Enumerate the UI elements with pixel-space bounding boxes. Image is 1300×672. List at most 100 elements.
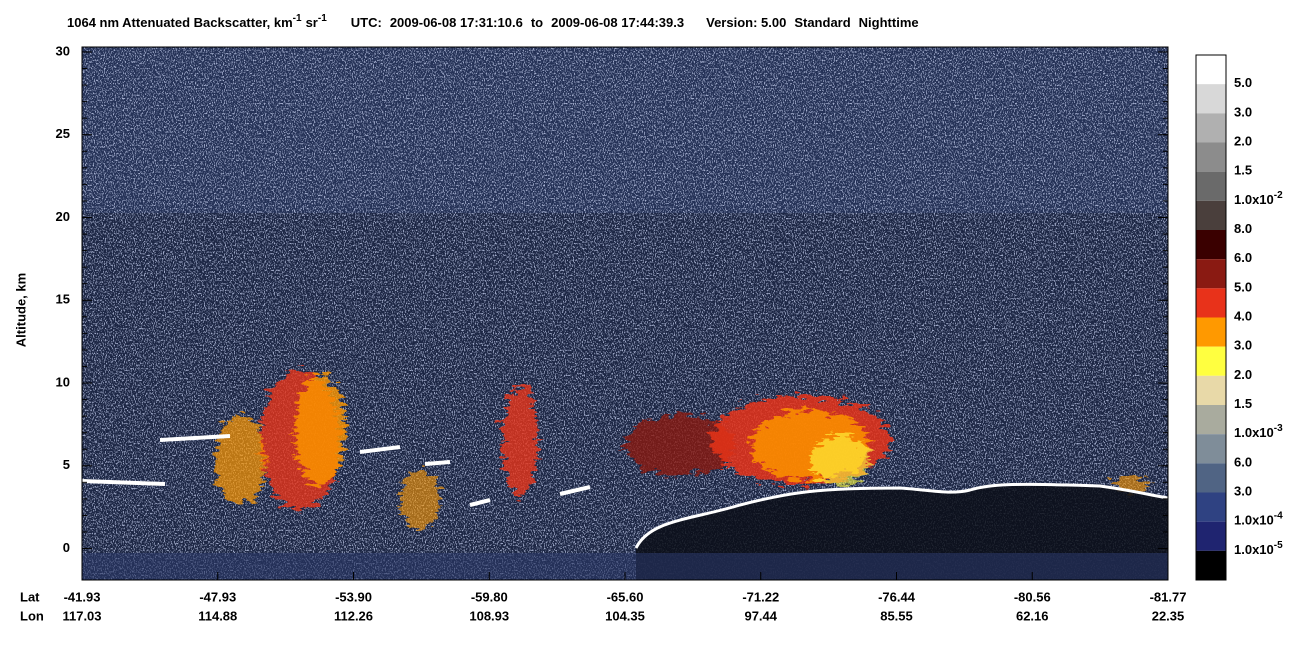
colorbar-label: 3.0 [1234, 105, 1252, 120]
colorbar-label-text: 3.0 [1234, 338, 1252, 353]
title-part: 2009-06-08 17:44:39.3 [551, 15, 684, 30]
title-part: Standard [794, 15, 850, 30]
colorbar-label-text: 8.0 [1234, 221, 1252, 236]
colorbar-label-text: 3.0 [1234, 484, 1252, 499]
colorbar-label-text: 1.0x10 [1234, 513, 1274, 528]
y-tick-label: 5 [63, 457, 70, 472]
colorbar-label: 4.0 [1234, 309, 1252, 324]
colorbar-bin [1196, 142, 1226, 172]
x-tick-lon: 114.88 [198, 608, 237, 623]
colorbar-label-sup: -4 [1274, 510, 1283, 521]
colorbar-label-text: 5.0 [1234, 76, 1252, 91]
x-tick-lon: 97.44 [744, 608, 777, 623]
title-part: Version: 5.00 [706, 15, 786, 30]
colorbar-label: 6.0 [1234, 251, 1252, 266]
x-row-label: Lon [20, 608, 44, 623]
colorbar-label-text: 2.0 [1234, 367, 1252, 382]
colorbar-label: 1.0x10-3 [1234, 423, 1283, 441]
plot-area [82, 47, 1168, 580]
title-part: Nighttime [859, 15, 919, 30]
y-tick-label: 0 [63, 540, 70, 555]
colorbar-label: 1.0x10-2 [1234, 189, 1283, 207]
x-tick-lon: 112.26 [334, 608, 373, 623]
x-tick-lat: -76.44 [878, 589, 916, 604]
x-tick-lon: 22.35 [1152, 608, 1185, 623]
colorbar-bin [1196, 171, 1226, 201]
colorbar-label-text: 5.0 [1234, 280, 1252, 295]
colorbar-bin [1196, 259, 1226, 289]
colorbar-bin [1196, 288, 1226, 318]
colorbar-bin [1196, 550, 1226, 580]
colorbar-bin [1196, 200, 1226, 230]
title-part: -1 [293, 13, 302, 24]
colorbar-label: 5.0 [1234, 280, 1252, 295]
colorbar-bin [1196, 317, 1226, 347]
colorbar-label: 6.0 [1234, 455, 1252, 470]
title-part: sr [306, 15, 318, 30]
colorbar-bin [1196, 230, 1226, 260]
colorbar-label-text: 2.0 [1234, 134, 1252, 149]
cloud-layer [215, 370, 1150, 530]
title-part: 2009-06-08 17:31:10.6 [390, 15, 523, 30]
title-part: to [531, 15, 543, 30]
x-tick-lat: -80.56 [1014, 589, 1051, 604]
x-tick-lat: -71.22 [742, 589, 779, 604]
colorbar-label: 2.0 [1234, 367, 1252, 382]
colorbar-label: 8.0 [1234, 221, 1252, 236]
y-axis-label: Altitude, km [13, 273, 28, 347]
colorbar-label-text: 4.0 [1234, 309, 1252, 324]
colorbar-label-text: 1.0x10 [1234, 426, 1274, 441]
x-tick-lat: -59.80 [471, 589, 508, 604]
x-tick-lon: 108.93 [469, 608, 509, 623]
colorbar-label-sup: -5 [1274, 539, 1283, 550]
colorbar-label: 1.5 [1234, 396, 1252, 411]
colorbar-label-text: 6.0 [1234, 251, 1252, 266]
chart-title: 1064 nm Attenuated Backscatter, km-1 sr-1… [67, 13, 919, 31]
colorbar-bin [1196, 434, 1226, 464]
x-tick-lat: -65.60 [607, 589, 644, 604]
colorbar-bin [1196, 463, 1226, 493]
colorbar-bin [1196, 405, 1226, 435]
x-tick-lon: 117.03 [62, 608, 101, 623]
colorbar-bin [1196, 375, 1226, 405]
y-tick-label: 20 [56, 209, 70, 224]
colorbar-frame [1195, 54, 1227, 581]
x-tick-lat: -81.77 [1150, 589, 1187, 604]
colorbar-bin [1196, 55, 1226, 85]
colorbar-label: 2.0 [1234, 134, 1252, 149]
title-part: UTC: [351, 15, 382, 30]
surface-return [634, 482, 1168, 549]
x-tick-lat: -41.93 [64, 589, 101, 604]
colorbar-label-text: 1.0x10 [1234, 542, 1274, 557]
x-tick-lon: 62.16 [1016, 608, 1049, 623]
x-tick-lon: 85.55 [880, 608, 913, 623]
colorbar-bin [1196, 84, 1226, 114]
x-tick-lat: -47.93 [199, 589, 236, 604]
colorbar-bin [1196, 346, 1226, 376]
cloud-top-returns [82, 434, 591, 507]
colorbar-label-text: 1.0x10 [1234, 192, 1274, 207]
colorbar-label: 5.0 [1234, 76, 1252, 91]
colorbar-label: 3.0 [1234, 484, 1252, 499]
colorbar-label: 1.5 [1234, 163, 1252, 178]
x-tick-lat: -53.90 [335, 589, 372, 604]
colorbar-bin [1196, 113, 1226, 143]
y-tick-label: 30 [56, 43, 70, 58]
colorbar-label: 3.0 [1234, 338, 1252, 353]
colorbar-label-text: 6.0 [1234, 455, 1252, 470]
colorbar-bin [1196, 521, 1226, 551]
y-tick-label: 10 [56, 374, 70, 389]
colorbar-label-text: 1.5 [1234, 396, 1252, 411]
colorbar-label-text: 1.5 [1234, 163, 1252, 178]
x-row-label: Lat [20, 589, 40, 604]
colorbar-label: 1.0x10-4 [1234, 510, 1283, 528]
colorbar-label-sup: -3 [1274, 423, 1283, 434]
colorbar-label: 1.0x10-5 [1234, 539, 1283, 557]
colorbar-label-sup: -2 [1274, 189, 1283, 200]
x-tick-lon: 104.35 [605, 608, 645, 623]
y-tick-label: 25 [56, 126, 70, 141]
y-tick-label: 15 [56, 292, 70, 307]
colorbar-label-text: 3.0 [1234, 105, 1252, 120]
colorbar-bin [1196, 492, 1226, 522]
